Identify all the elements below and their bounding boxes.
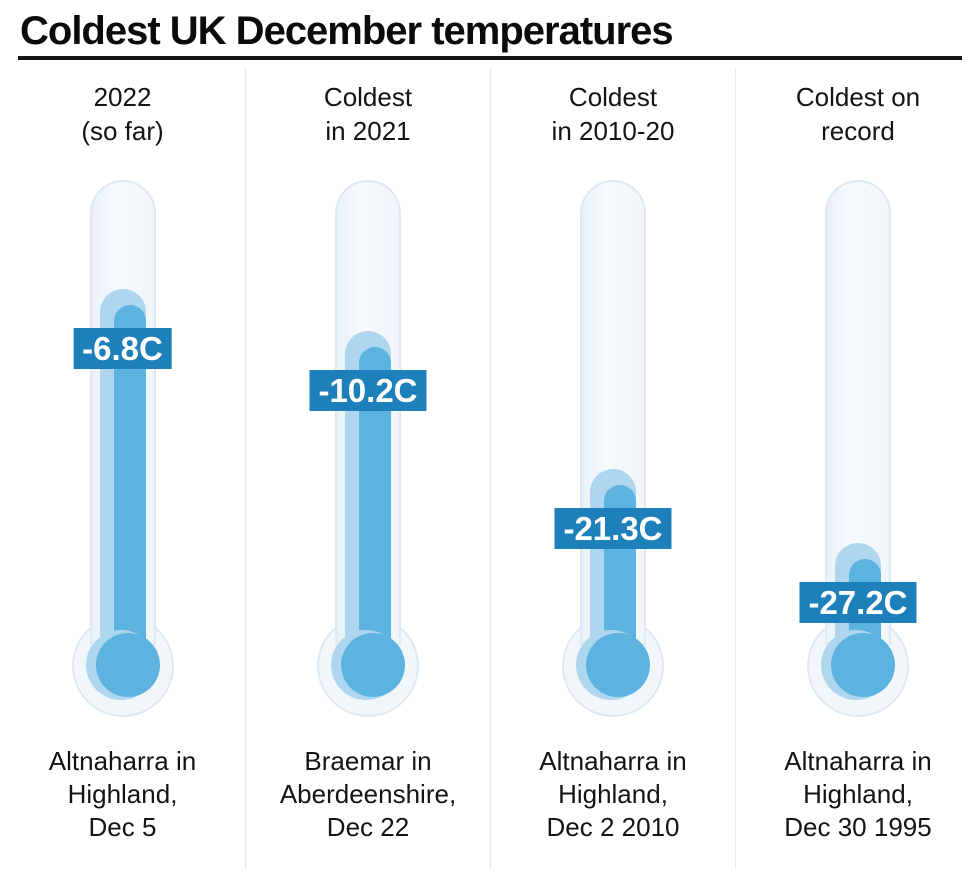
location-line3: Dec 30 1995 — [784, 812, 932, 842]
column-header: Coldest in 2010-20 — [491, 68, 735, 148]
location-line3: Dec 5 — [88, 812, 157, 842]
location-label: Altnaharra in Highland, Dec 30 1995 — [736, 745, 980, 844]
location-line2: Highland, — [67, 779, 178, 809]
location-line1: Braemar in — [304, 746, 432, 776]
column-header-line2: (so far) — [81, 116, 164, 146]
location-line1: Altnaharra in — [784, 746, 932, 776]
column-2021: Coldest in 2021 -10.2C Braemar in Aberde… — [245, 68, 490, 869]
thermometer-bulb-fill-dark — [341, 633, 405, 697]
thermometer-bulb-fill-dark — [586, 633, 650, 697]
location-line1: Altnaharra in — [539, 746, 687, 776]
column-header: Coldest on record — [736, 68, 980, 148]
thermometer-bulb-fill-dark — [831, 633, 895, 697]
column-header-line1: Coldest — [323, 82, 413, 112]
column-header-line1: Coldest — [568, 82, 658, 112]
location-line3: Dec 2 2010 — [546, 812, 680, 842]
location-label: Altnaharra in Highland, Dec 2 2010 — [491, 745, 735, 844]
column-header: Coldest in 2021 — [246, 68, 490, 148]
column-header-line2: record — [821, 116, 895, 146]
page-title: Coldest UK December temperatures — [20, 9, 674, 53]
location-line2: Highland, — [803, 779, 913, 809]
column-header-line1: Coldest on — [795, 82, 921, 112]
location-label: Braemar in Aberdeenshire, Dec 22 — [246, 745, 490, 844]
column-record: Coldest on record -27.2C Altnaharra in H… — [735, 68, 980, 869]
location-line3: Dec 22 — [326, 812, 410, 842]
title-underline — [18, 56, 962, 60]
column-header-line1: 2022 — [93, 82, 152, 112]
location-label: Altnaharra in Highland, Dec 5 — [0, 745, 245, 844]
temperature-badge: -10.2C — [309, 370, 427, 412]
location-line2: Aberdeenshire, — [279, 779, 457, 809]
column-2010-20: Coldest in 2010-20 -21.3C Altnaharra in … — [490, 68, 735, 869]
temperature-badge: -27.2C — [799, 581, 917, 623]
column-2022: 2022 (so far) -6.8C Altnaharra in Highla… — [0, 68, 245, 869]
temperature-badge: -6.8C — [73, 327, 172, 369]
column-header-line2: in 2021 — [325, 116, 411, 146]
thermometer-chart: 2022 (so far) -6.8C Altnaharra in Highla… — [0, 68, 980, 869]
header: Coldest UK December temperatures — [0, 0, 980, 54]
location-line1: Altnaharra in — [48, 746, 197, 776]
column-header: 2022 (so far) — [0, 68, 245, 148]
location-line2: Highland, — [558, 779, 668, 809]
column-header-line2: in 2010-20 — [551, 116, 675, 146]
temperature-badge: -21.3C — [554, 508, 672, 550]
thermometer-bulb-fill-dark — [95, 633, 160, 697]
